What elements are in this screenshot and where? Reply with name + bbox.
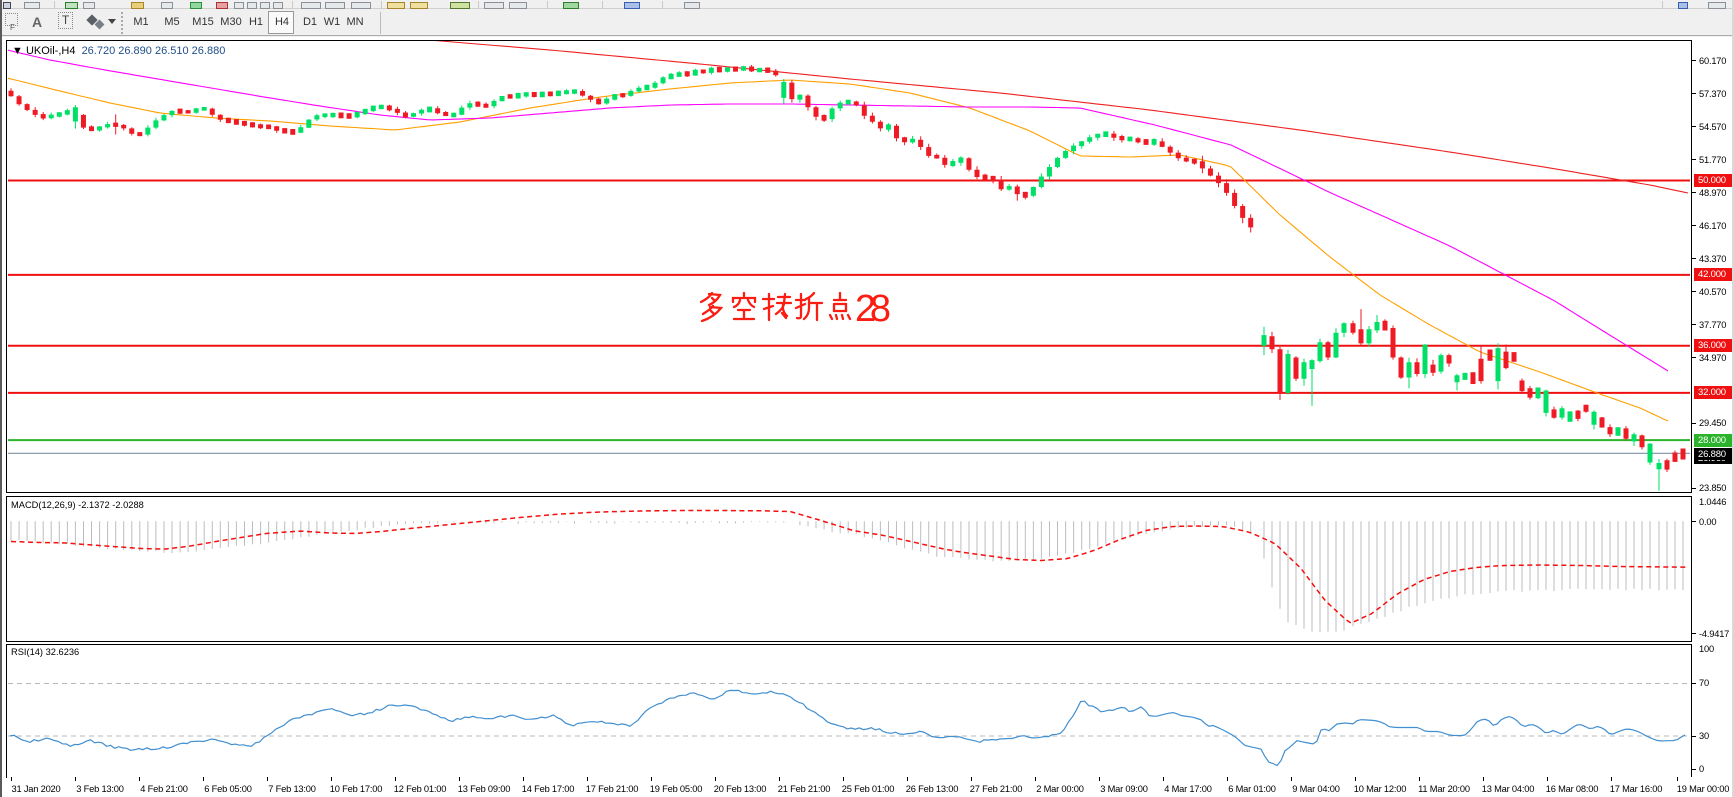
svg-text:28: 28 bbox=[855, 292, 891, 326]
